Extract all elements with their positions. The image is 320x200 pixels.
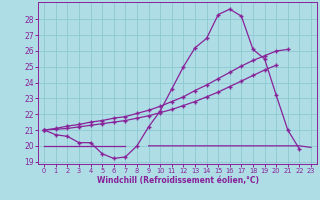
X-axis label: Windchill (Refroidissement éolien,°C): Windchill (Refroidissement éolien,°C) [97,176,259,185]
